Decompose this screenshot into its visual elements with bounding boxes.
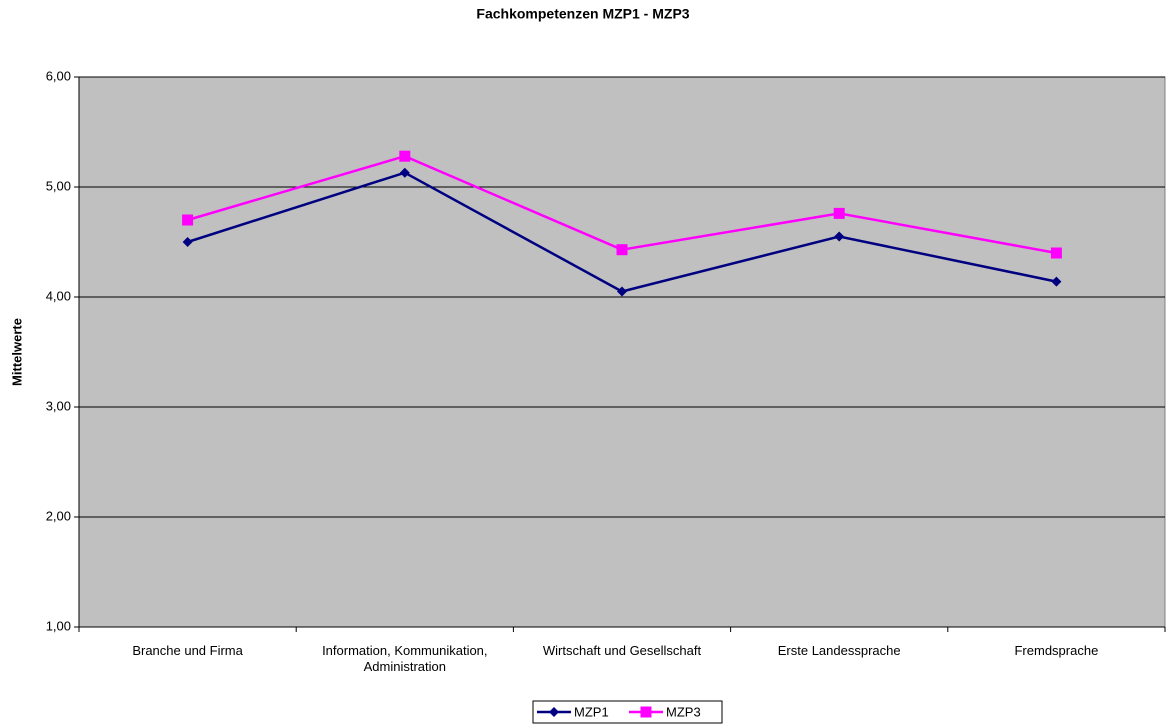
data-point <box>833 207 845 219</box>
x-tick-label: Erste Landessprache <box>777 643 901 658</box>
x-tick-label: Wirtschaft und Gesellschaft <box>542 643 702 658</box>
chart-title: Fachkompetenzen MZP1 - MZP3 <box>476 6 689 22</box>
x-tick-label: Information, Kommunikation, Administrati… <box>322 643 488 674</box>
y-tick-label: 2,00 <box>46 508 71 523</box>
data-point <box>182 237 193 247</box>
data-point <box>616 244 628 256</box>
legend-label: MZP1 <box>574 704 609 719</box>
legend-label: MZP3 <box>666 704 701 719</box>
x-tick-label: Fremdsprache <box>1014 643 1099 658</box>
data-point <box>834 231 845 242</box>
y-tick-label: 4,00 <box>46 288 71 303</box>
data-point <box>182 214 194 226</box>
y-tick-label: 3,00 <box>46 398 71 413</box>
x-tick-label: Branche und Firma <box>132 643 243 658</box>
legend-marker <box>640 706 652 718</box>
legend-marker <box>549 707 559 717</box>
data-point <box>1050 247 1062 259</box>
y-tick-label: 1,00 <box>46 618 71 633</box>
data-point <box>1051 276 1062 287</box>
data-point <box>399 150 411 162</box>
plot-area <box>78 76 1166 628</box>
data-point <box>399 167 410 178</box>
data-point <box>617 286 627 297</box>
y-tick-label: 6,00 <box>46 68 71 83</box>
legend-box <box>532 700 723 724</box>
y-tick-label: 5,00 <box>46 178 71 193</box>
y-axis-label: Mittelwerte <box>9 318 24 386</box>
